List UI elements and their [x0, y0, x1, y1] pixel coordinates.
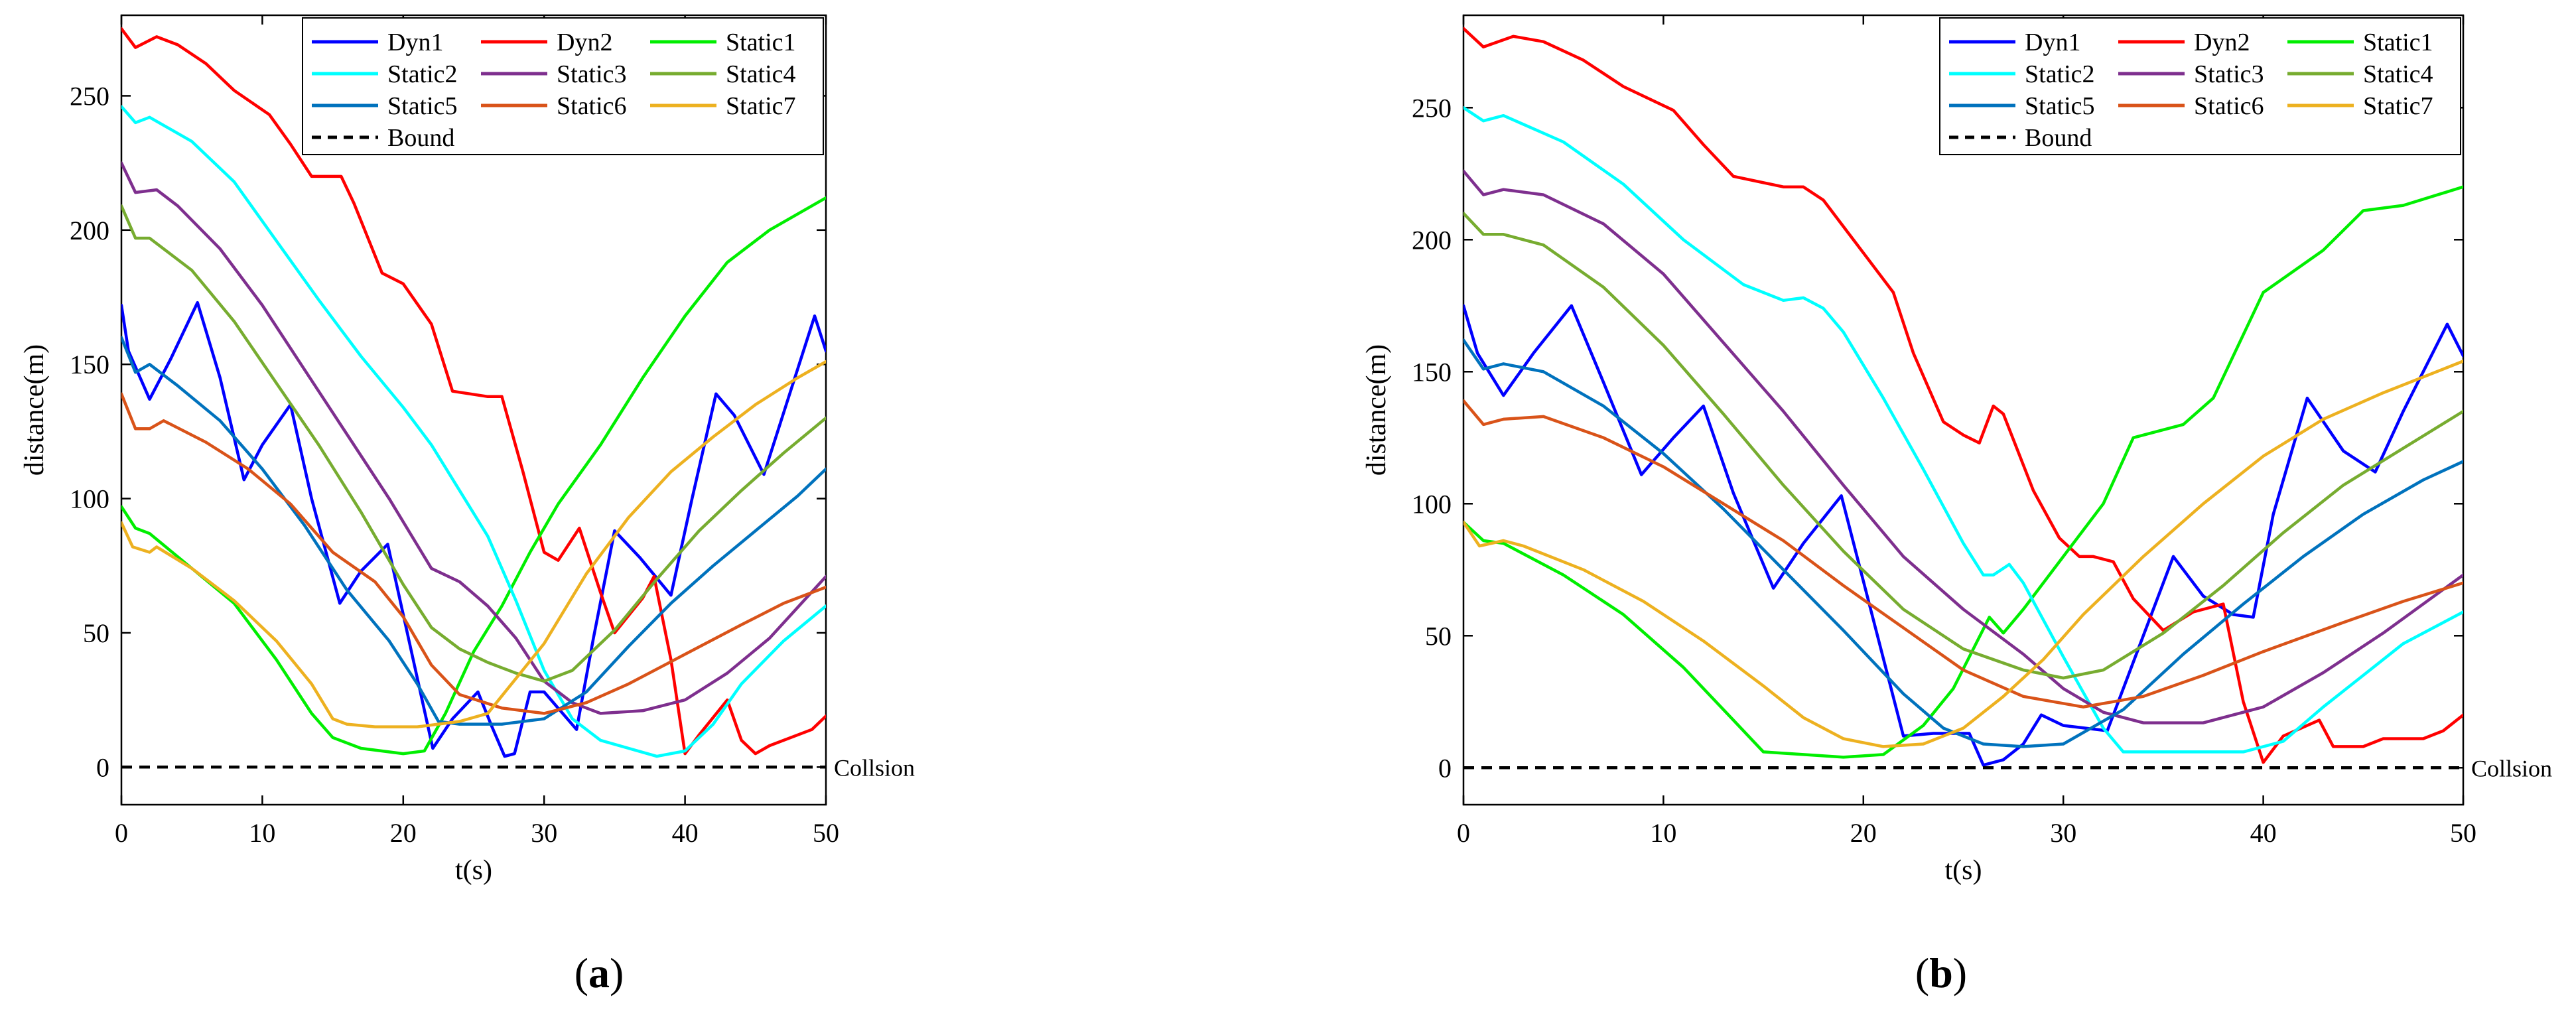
legend-box [1939, 17, 2461, 155]
legend-label-static7: Static7 [2363, 92, 2433, 120]
y-axis-label: distance(m) [1361, 344, 1392, 476]
legend-label-static5: Static5 [387, 92, 458, 120]
y-axis-label: distance(m) [19, 344, 50, 476]
chart-panel-b: 0 10 20 30 40 50 0 50 100 150 200 250 t(s) distance(m… [1361, 14, 2552, 996]
legend-label-dyn1: Dyn1 [387, 29, 443, 56]
legend-label-static3: Static3 [2194, 60, 2264, 88]
series-line-static3 [1463, 169, 2463, 724]
series-line-static2 [121, 105, 826, 758]
legend-label-static2: Static2 [2025, 60, 2095, 88]
collision-annotation: Collsion [2471, 755, 2552, 781]
series-line-static6 [1463, 399, 2463, 709]
x-tick-label: 40 [2250, 818, 2277, 848]
y-tick-label: 50 [1425, 621, 1452, 651]
x-tick-label: 50 [2450, 818, 2476, 848]
y-tick-label: 250 [1412, 93, 1452, 123]
x-tick-label: 20 [390, 818, 417, 848]
legend-label-static1: Static1 [2363, 29, 2433, 56]
series-line-dyn1 [1463, 304, 2463, 767]
x-tick-label: 0 [115, 818, 128, 848]
legend-label-static4: Static4 [2363, 60, 2433, 88]
x-tick-label: 40 [672, 818, 699, 848]
series-line-dyn2 [1463, 27, 2463, 764]
y-tick-label: 150 [1412, 357, 1452, 387]
legend-label-static2: Static2 [387, 60, 458, 88]
legend: Dyn1 Dyn2 Static1 Static2 Static3 Static4 Stat… [302, 17, 824, 155]
series-line-static4 [1463, 212, 2463, 680]
legend: Dyn1 Dyn2 Static1 Static2 Static3 Static4 Stat… [1939, 17, 2461, 155]
x-tick-label: 20 [1850, 818, 1877, 848]
legend-label-bound: Bound [387, 124, 454, 152]
chart-panel-a: 0 10 20 30 40 50 0 50 100 150 200 250 t(s) distance(m… [19, 14, 915, 996]
collision-annotation: Collsion [834, 754, 915, 781]
panel-label: (b) [1915, 949, 1967, 996]
legend-label-dyn2: Dyn2 [2194, 29, 2250, 56]
series-line-static6 [121, 392, 826, 715]
x-tick-label: 30 [2050, 818, 2076, 848]
x-axis-label: t(s) [1945, 855, 1982, 886]
legend-label-bound: Bound [2025, 124, 2092, 152]
legend-label-dyn1: Dyn1 [2025, 29, 2080, 56]
legend-label-static7: Static7 [726, 92, 796, 120]
y-tick-label: 250 [70, 81, 109, 111]
series-line-static7 [1463, 360, 2463, 748]
series-line-dyn1 [121, 301, 826, 758]
series-line-dyn2 [121, 27, 826, 756]
x-tick-label: 50 [813, 818, 839, 848]
series-line-static5 [1463, 338, 2463, 748]
x-tick-label: 0 [1457, 818, 1470, 848]
y-tick-label: 0 [96, 752, 109, 782]
x-axis-label: t(s) [455, 855, 492, 886]
legend-label-static5: Static5 [2025, 92, 2095, 120]
legend-label-static6: Static6 [557, 92, 627, 120]
series-line-static2 [1463, 106, 2463, 754]
legend-box [302, 17, 824, 155]
y-tick-label: 50 [83, 618, 109, 648]
legend-label-static6: Static6 [2194, 92, 2264, 120]
panel-label: (a) [575, 949, 624, 996]
y-tick-label: 100 [70, 484, 109, 514]
series-line-static7 [121, 360, 826, 728]
legend-label-static1: Static1 [726, 29, 796, 56]
series-line-static3 [121, 161, 826, 715]
series-line-static5 [121, 336, 826, 726]
legend-label-dyn2: Dyn2 [557, 29, 612, 56]
y-tick-label: 200 [70, 216, 109, 245]
x-tick-label: 30 [531, 818, 557, 848]
legend-label-static4: Static4 [726, 60, 796, 88]
y-tick-label: 0 [1438, 753, 1452, 783]
y-tick-label: 100 [1412, 489, 1452, 519]
x-tick-label: 10 [249, 818, 275, 848]
x-tick-label: 10 [1650, 818, 1676, 848]
y-tick-label: 200 [1412, 225, 1452, 255]
legend-label-static3: Static3 [557, 60, 627, 88]
y-tick-label: 150 [70, 350, 109, 379]
series-line-static1 [121, 196, 826, 756]
series-line-static4 [121, 204, 826, 683]
axes-frame [120, 14, 827, 806]
